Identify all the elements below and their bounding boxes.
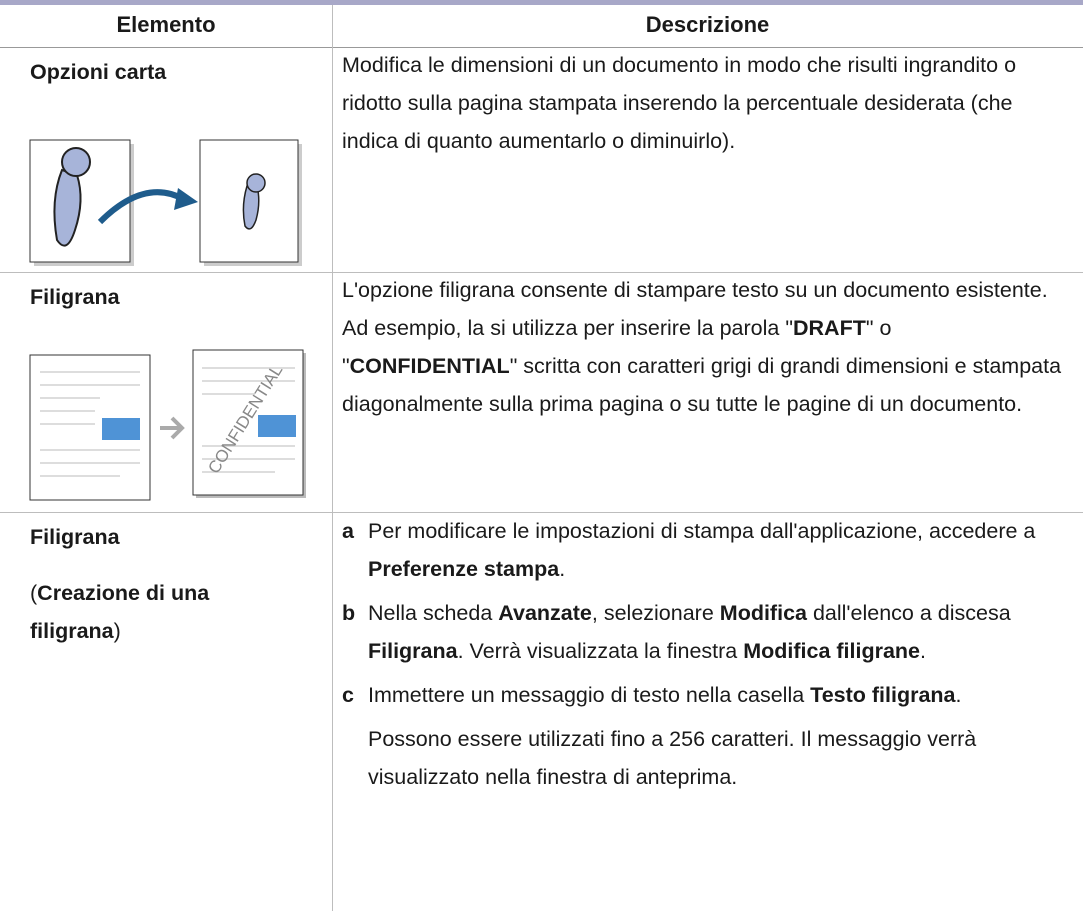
text-run: Filigrana (30, 525, 120, 549)
paragraph: Filigrana (30, 278, 320, 316)
text-run: Filigrana (368, 639, 458, 663)
text-run: . (955, 683, 962, 707)
top-rule (0, 0, 1083, 5)
text-run: Modifica filigrane (743, 639, 921, 663)
text-run: ( (30, 581, 38, 605)
paragraph: Immettere un messaggio di testo nella ca… (368, 676, 1072, 714)
text-run: Per modificare le impostazioni di stampa… (368, 519, 1036, 543)
description-cell: Modifica le dimensioni di un documento i… (342, 46, 1067, 160)
text-run: Creazione di una filigrana (30, 581, 210, 643)
list-step: c Immettere un messaggio di testo nella c… (342, 676, 1072, 796)
text-run: DRAFT (792, 316, 866, 340)
step-label: b (342, 601, 356, 625)
paragraph: Filigrana (30, 518, 270, 556)
paragraph: L'opzione filigrana consente di stampare… (342, 271, 1067, 423)
description-cell: L'opzione filigrana consente di stampare… (342, 271, 1067, 423)
text-run: CONFIDENTIAL (349, 354, 510, 378)
paragraph: Opzioni carta (30, 53, 320, 91)
description-cell: a Per modificare le impostazioni di stamp… (342, 512, 1072, 802)
paragraph: Per modificare le impostazioni di stampa… (368, 512, 1072, 588)
item-cell: Opzioni carta (30, 53, 320, 91)
text-run: " o " (342, 316, 892, 378)
header-row (0, 5, 1083, 47)
list-step: a Per modificare le impostazioni di stamp… (342, 512, 1072, 588)
rule (0, 272, 1083, 273)
header-cell: Elemento (116, 12, 216, 37)
text-run: Testo filigrana (810, 683, 956, 707)
paragraph: Modifica le dimensioni di un documento i… (342, 46, 1067, 160)
text-run: ) (113, 619, 121, 643)
text-run: . (920, 639, 927, 663)
paragraph: Possono essere utilizzati fino a 256 car… (368, 720, 1072, 796)
text-run: Preferenze stampa (368, 557, 560, 581)
text-run: Possono essere utilizzati fino a 256 car… (368, 727, 977, 789)
rule (0, 512, 1083, 513)
text-run: , selezionare (591, 601, 720, 625)
paragraph: Nella scheda Avanzate, selezionare Modif… (368, 594, 1072, 670)
item-cell: Filigrana (30, 278, 320, 316)
text-run: Avanzate (498, 601, 592, 625)
scale-illustration (29, 139, 302, 266)
text-run: dall'elenco a discesa (806, 601, 1011, 625)
text-run: . (559, 557, 566, 581)
item-cell: Filigrana (Creazione di una filigrana) (30, 518, 270, 650)
text-run: Immettere un messaggio di testo nella ca… (368, 683, 811, 707)
watermark-illustration: CONFIDENTIAL (29, 349, 306, 501)
text-run: Modifica (719, 601, 807, 625)
text-run: Modifica le dimensioni di un documento i… (342, 53, 1017, 153)
text-run: L'opzione filigrana consente di stampare… (342, 278, 1048, 340)
illustrations: CONFIDENTIAL (29, 139, 306, 501)
paragraph: (Creazione di una filigrana) (30, 574, 270, 650)
text-run: " scritta con caratteri grigi di grandi … (342, 354, 1062, 416)
step-label: a (342, 519, 354, 543)
list-step: b Nella scheda Avanzate, selezionare Modi… (342, 594, 1072, 670)
text-run: Nella scheda (368, 601, 499, 625)
rule (0, 47, 1083, 48)
text-run: Filigrana (30, 285, 120, 309)
text-run: Opzioni carta (30, 60, 167, 84)
column-divider (332, 5, 333, 911)
header-cell: Descrizione (645, 12, 770, 37)
step-label: c (342, 683, 354, 707)
text-run: . Verrà visualizzata la finestra (457, 639, 744, 663)
